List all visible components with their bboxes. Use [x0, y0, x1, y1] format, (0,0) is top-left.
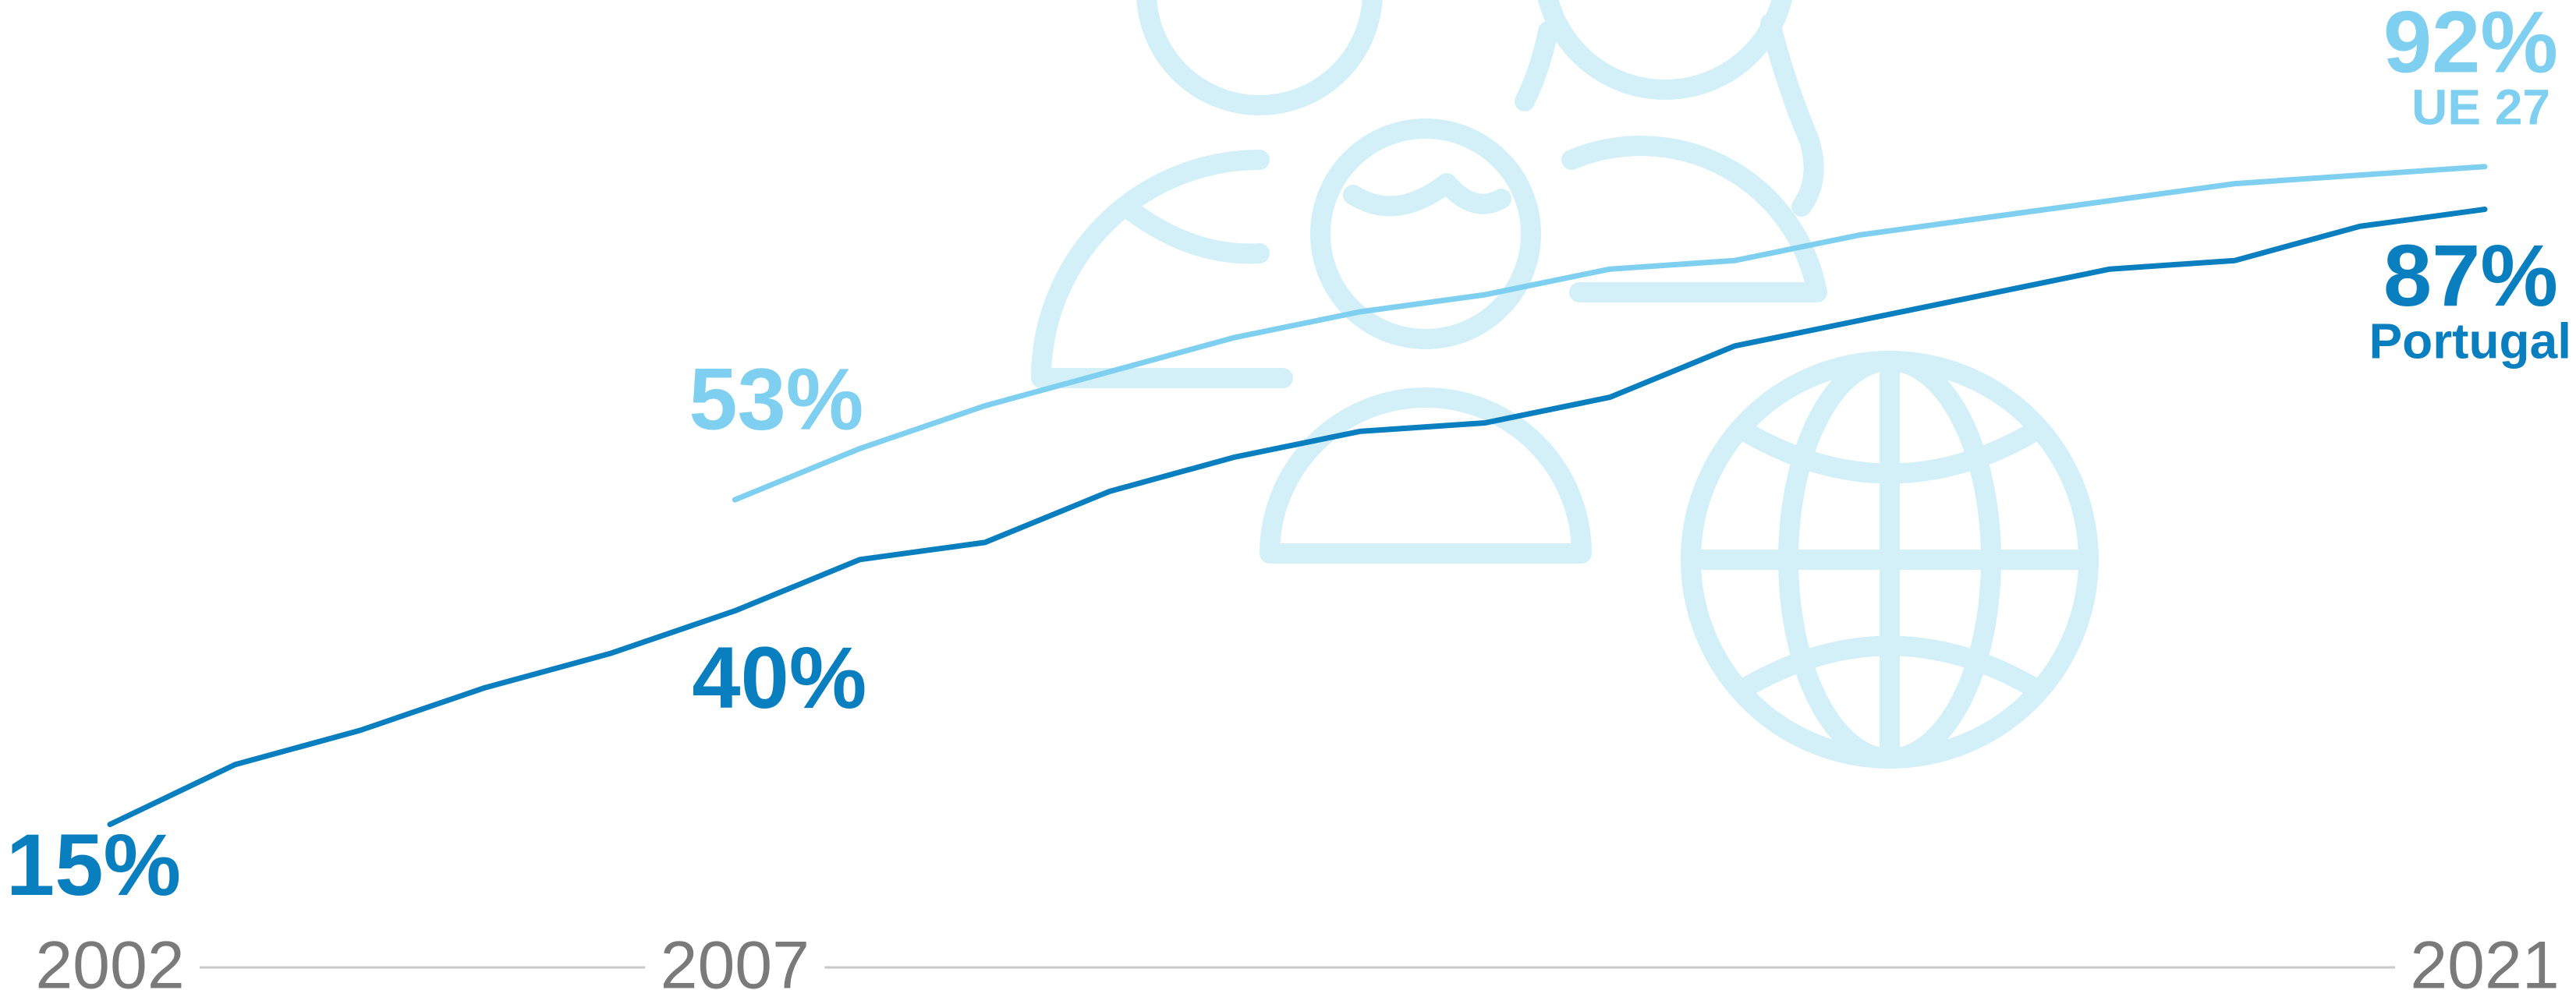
person-head-icon — [1544, 0, 1786, 90]
person-head-icon — [1320, 129, 1531, 339]
series-line — [110, 210, 2485, 825]
background-illustration — [1041, 0, 2089, 758]
chart: 2002 2007 2021 15% 40% 87%Portugal 53% 92%UE 27 — [0, 0, 2576, 990]
x-tick-label: 2007 — [661, 928, 810, 990]
person-head-icon — [1146, 0, 1373, 105]
series-name: UE 27 — [2411, 80, 2550, 136]
data-label: 87% — [2383, 227, 2558, 324]
page: 2002 2007 2021 15% 40% 87%Portugal 53% 92%UE 27… — [0, 0, 2576, 990]
person-body-icon — [1270, 398, 1582, 553]
globe-icon — [1691, 361, 2089, 758]
data-label: 53% — [689, 351, 863, 448]
x-tick-label: 2002 — [35, 928, 184, 990]
x-tick-label: 2021 — [2410, 928, 2559, 990]
person-hair-icon — [1353, 183, 1501, 206]
data-label: 40% — [692, 629, 866, 727]
series-name: Portugal — [2369, 313, 2571, 369]
data-label: 15% — [6, 816, 181, 914]
data-label: 92% — [2383, 0, 2558, 90]
series-line — [735, 167, 2485, 500]
person-body-icon — [1041, 160, 1283, 378]
